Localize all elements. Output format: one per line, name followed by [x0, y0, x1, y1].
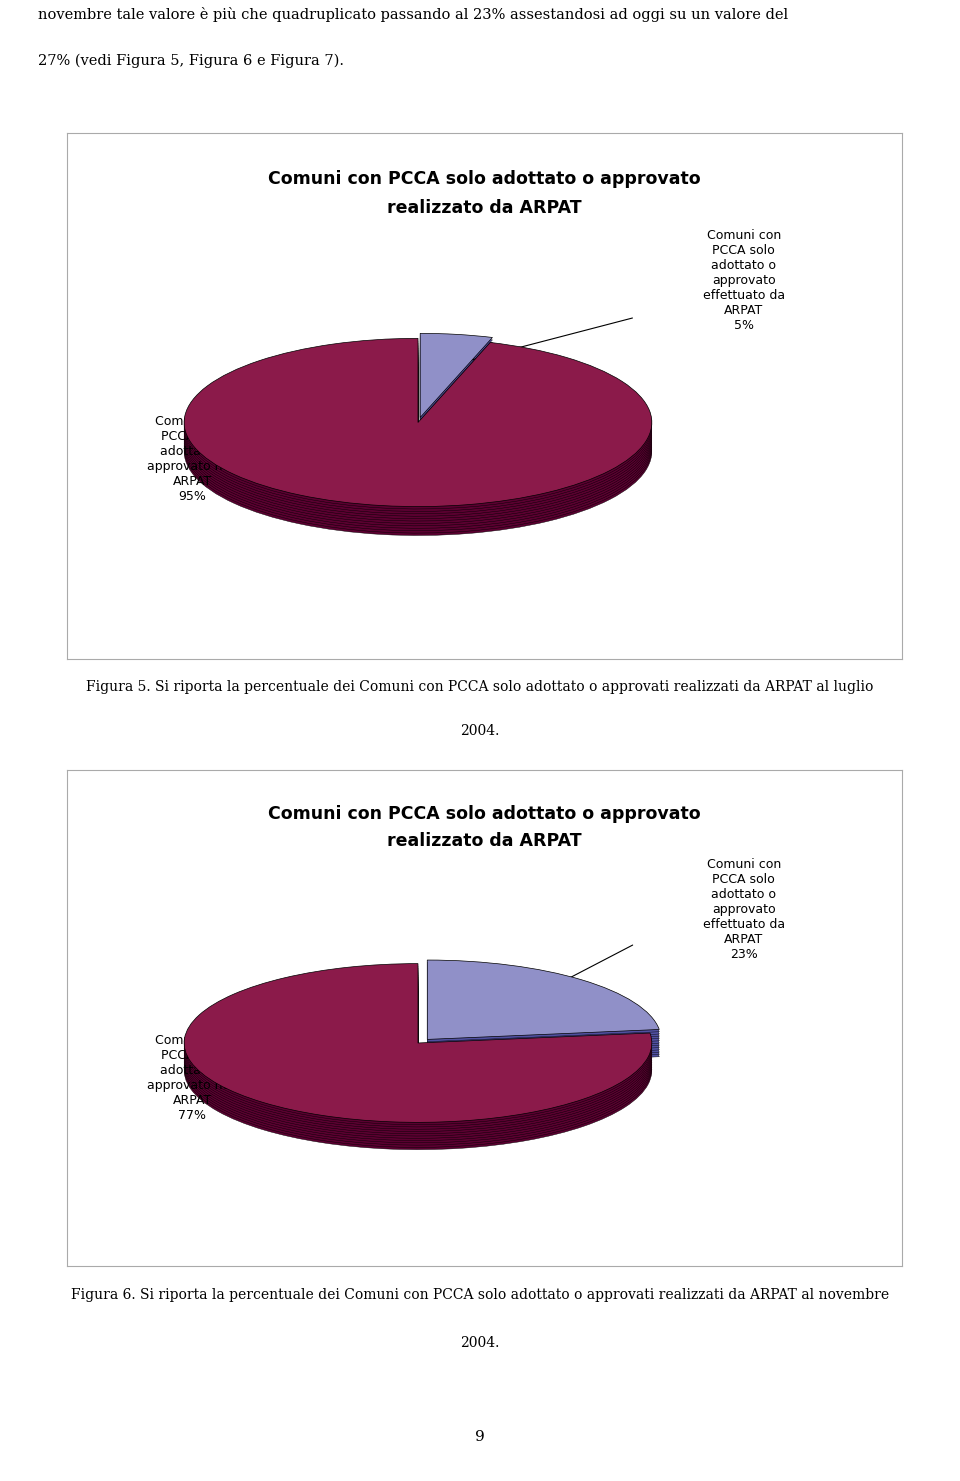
- Wedge shape: [420, 345, 492, 429]
- Wedge shape: [427, 964, 660, 1044]
- Text: 2004.: 2004.: [460, 1336, 500, 1351]
- Wedge shape: [184, 991, 652, 1149]
- Wedge shape: [427, 969, 660, 1049]
- Wedge shape: [420, 344, 492, 427]
- Wedge shape: [420, 333, 492, 418]
- Wedge shape: [427, 960, 660, 1040]
- Wedge shape: [184, 969, 652, 1127]
- Wedge shape: [427, 979, 660, 1057]
- Wedge shape: [184, 357, 652, 526]
- Text: Comuni con
PCCA solo
adottato o
approvato
effettuato da
ARPAT
23%: Comuni con PCCA solo adottato o approvat…: [703, 857, 784, 961]
- Wedge shape: [420, 336, 492, 421]
- Wedge shape: [427, 963, 660, 1041]
- Text: 2004.: 2004.: [460, 724, 500, 738]
- Wedge shape: [184, 363, 652, 530]
- Wedge shape: [420, 348, 492, 432]
- Wedge shape: [184, 344, 652, 511]
- Wedge shape: [184, 338, 652, 507]
- Wedge shape: [184, 970, 652, 1129]
- Wedge shape: [184, 964, 652, 1123]
- Wedge shape: [427, 973, 660, 1053]
- Wedge shape: [184, 348, 652, 517]
- Wedge shape: [427, 988, 660, 1066]
- Wedge shape: [184, 983, 652, 1143]
- Wedge shape: [184, 364, 652, 533]
- Wedge shape: [184, 367, 652, 536]
- Wedge shape: [420, 360, 492, 444]
- Wedge shape: [427, 980, 660, 1060]
- Wedge shape: [420, 352, 492, 437]
- Wedge shape: [420, 355, 492, 440]
- Wedge shape: [184, 360, 652, 529]
- Wedge shape: [184, 974, 652, 1134]
- Wedge shape: [184, 977, 652, 1136]
- Text: Comuni con PCCA solo adottato o approvato: Comuni con PCCA solo adottato o approvat…: [269, 170, 701, 188]
- Wedge shape: [184, 352, 652, 521]
- Wedge shape: [184, 982, 652, 1140]
- Text: 27% (vedi Figura 5, Figura 6 e Figura 7).: 27% (vedi Figura 5, Figura 6 e Figura 7)…: [38, 53, 345, 68]
- Wedge shape: [427, 967, 660, 1046]
- Wedge shape: [420, 363, 492, 446]
- Text: realizzato da ARPAT: realizzato da ARPAT: [388, 198, 582, 218]
- Wedge shape: [184, 966, 652, 1124]
- Text: Figura 5. Si riporta la percentuale dei Comuni con PCCA solo adottato o approvat: Figura 5. Si riporta la percentuale dei …: [86, 680, 874, 693]
- Wedge shape: [427, 983, 660, 1062]
- Text: 9: 9: [475, 1429, 485, 1444]
- Wedge shape: [420, 338, 492, 422]
- Wedge shape: [420, 341, 492, 425]
- Wedge shape: [184, 989, 652, 1148]
- Text: Figura 6. Si riporta la percentuale dei Comuni con PCCA solo adottato o approvat: Figura 6. Si riporta la percentuale dei …: [71, 1288, 889, 1302]
- Wedge shape: [184, 973, 652, 1131]
- Wedge shape: [184, 986, 652, 1145]
- Wedge shape: [184, 345, 652, 514]
- Wedge shape: [184, 979, 652, 1139]
- Text: Comuni con
PCCA solo
adottato o
approvato non
ARPAT
77%: Comuni con PCCA solo adottato o approvat…: [147, 1034, 238, 1121]
- Text: realizzato da ARPAT: realizzato da ARPAT: [388, 832, 582, 850]
- Text: Comuni con
PCCA solo
adottato o
approvato non
ARPAT
95%: Comuni con PCCA solo adottato o approvat…: [147, 415, 238, 504]
- Text: Comuni con
PCCA solo
adottato o
approvato
effettuato da
ARPAT
5%: Comuni con PCCA solo adottato o approvat…: [703, 230, 784, 332]
- Wedge shape: [427, 976, 660, 1056]
- Wedge shape: [184, 351, 652, 518]
- Wedge shape: [184, 355, 652, 523]
- Wedge shape: [427, 972, 660, 1052]
- Wedge shape: [184, 341, 652, 509]
- Text: novembre tale valore è più che quadruplicato passando al 23% assestandosi ad ogg: novembre tale valore è più che quadrupli…: [38, 7, 788, 22]
- Text: Comuni con PCCA solo adottato o approvato: Comuni con PCCA solo adottato o approvat…: [269, 804, 701, 823]
- Wedge shape: [420, 357, 492, 441]
- Wedge shape: [427, 985, 660, 1065]
- Wedge shape: [420, 350, 492, 434]
